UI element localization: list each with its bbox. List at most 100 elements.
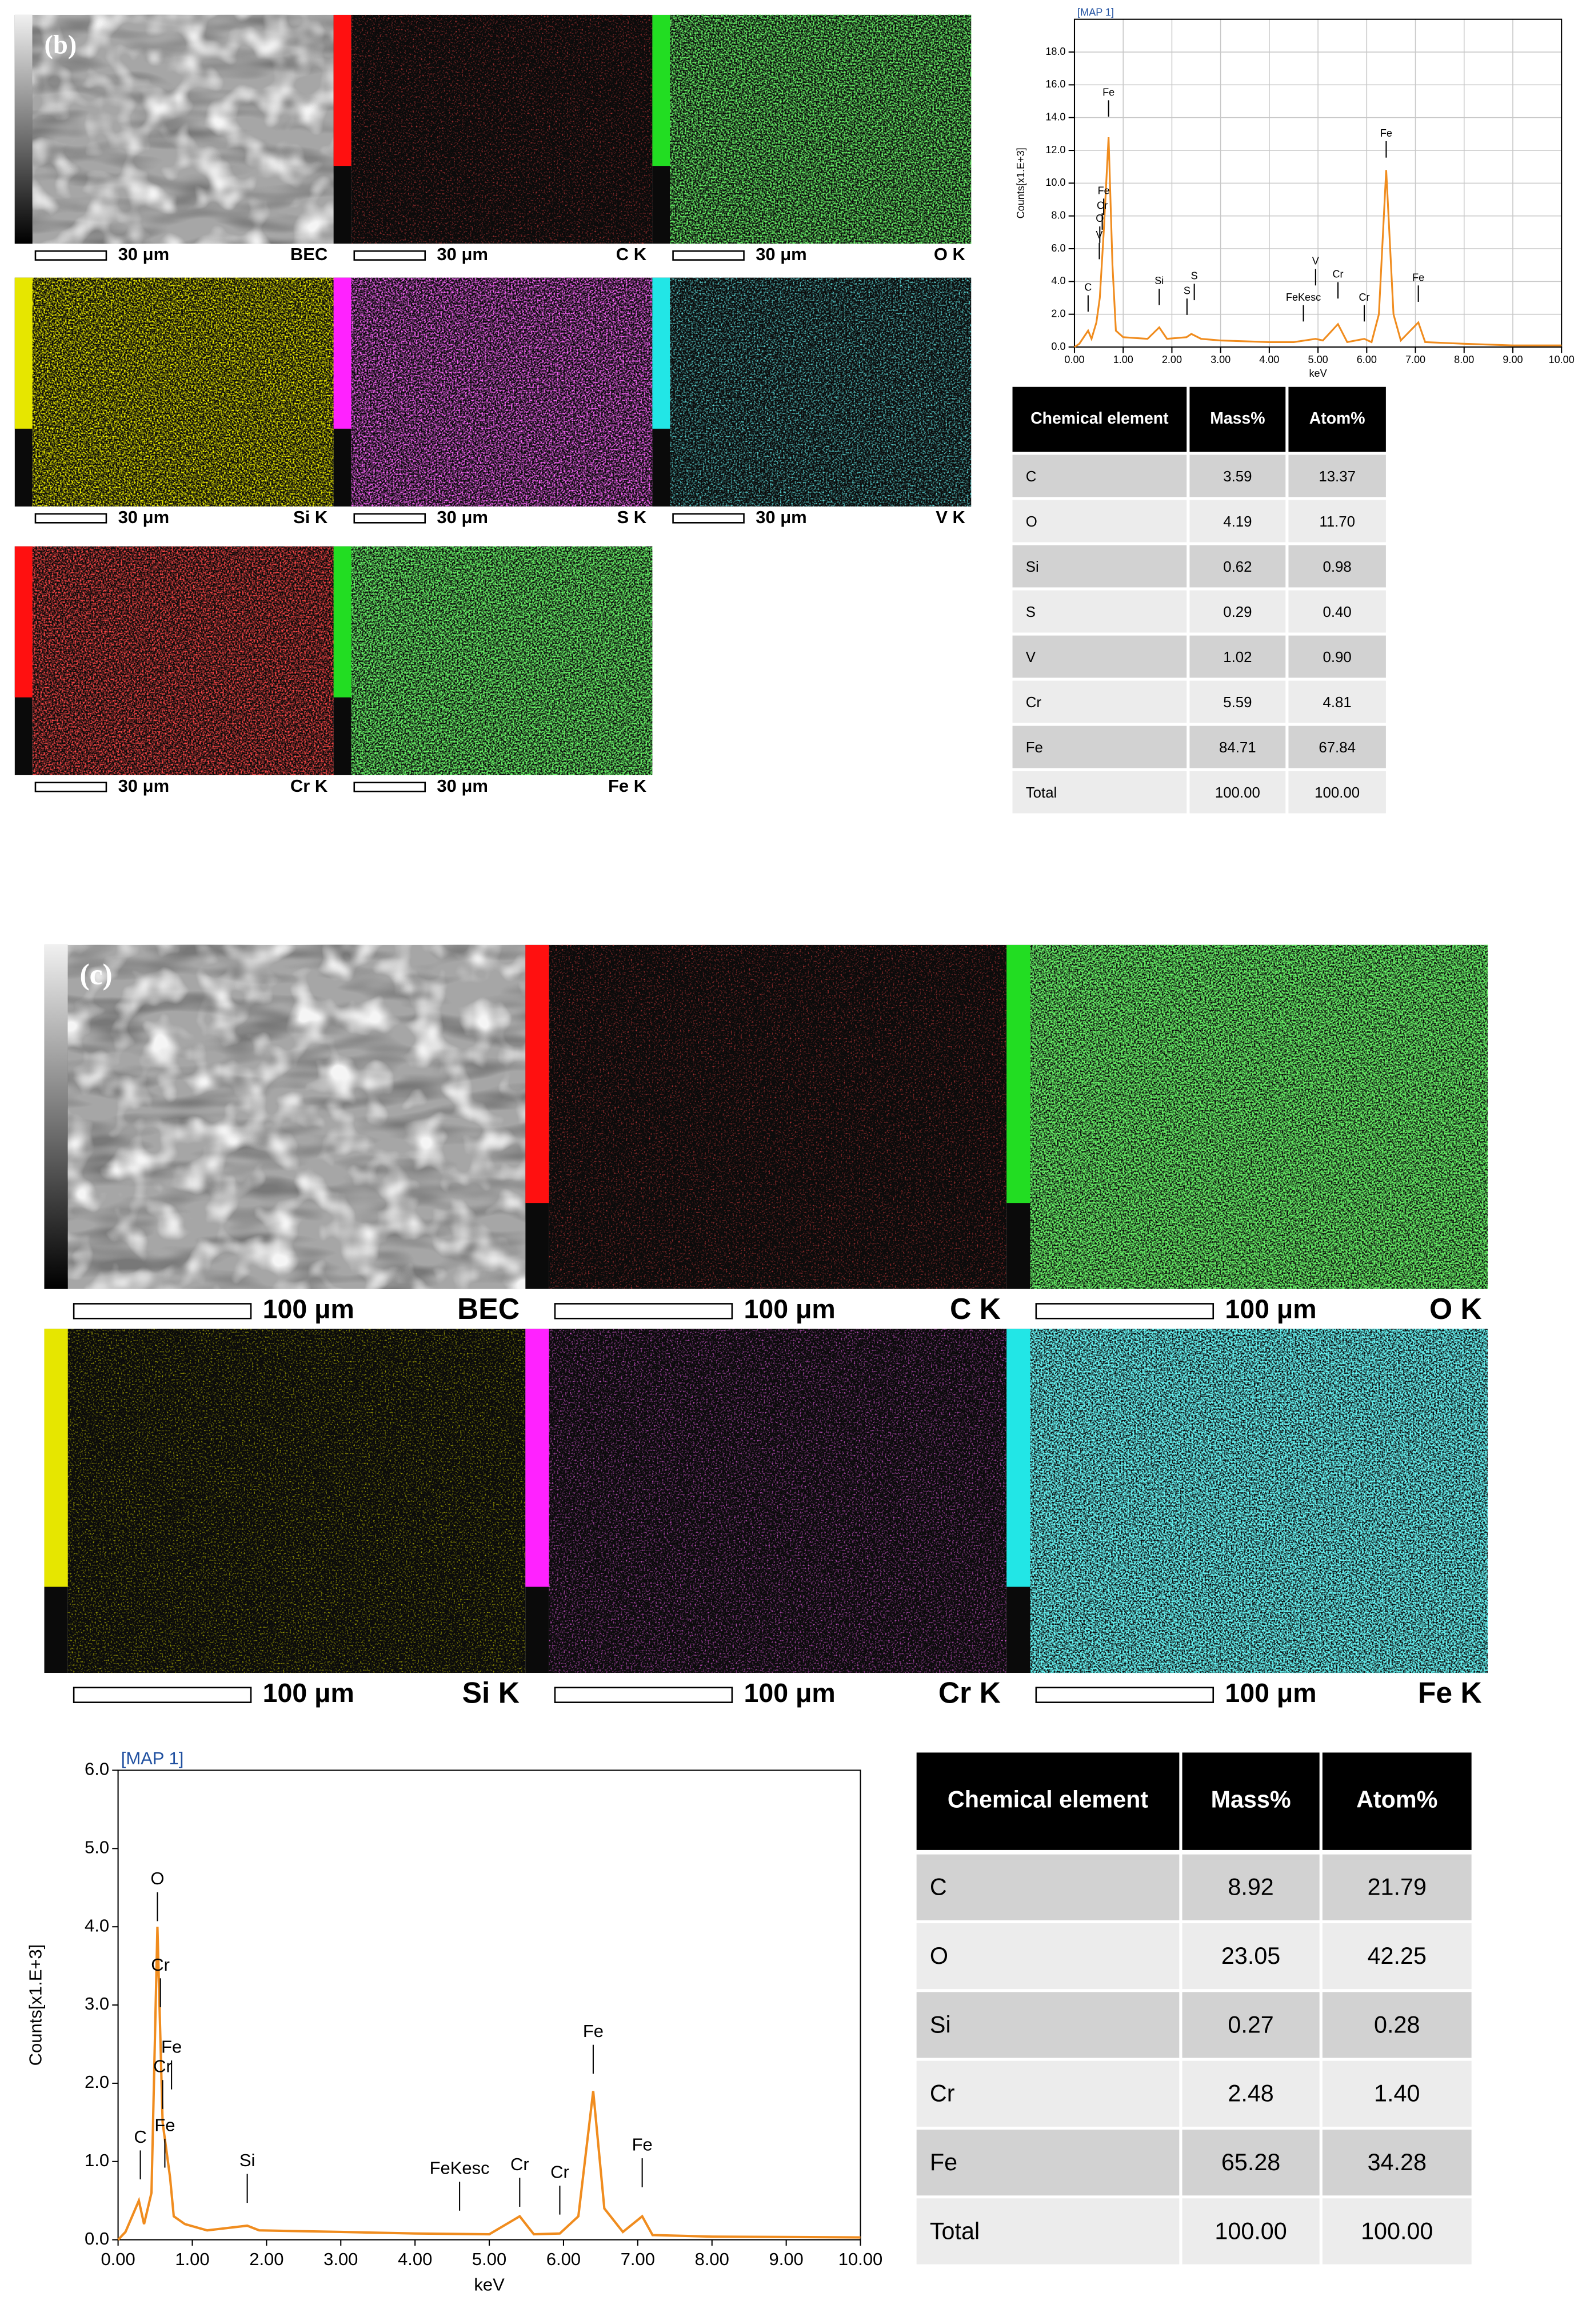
cell-text: 13.37 bbox=[1319, 469, 1356, 485]
chart-title: [MAP 1] bbox=[121, 1748, 184, 1768]
cell-text: 0.29 bbox=[1223, 604, 1252, 620]
peak-label: S bbox=[1184, 285, 1190, 296]
y-tick-label: 4.0 bbox=[85, 1915, 109, 1935]
map-tile: 30 μm O K bbox=[652, 14, 972, 264]
element-label: Si K bbox=[462, 1676, 520, 1709]
header-text: Atom% bbox=[1309, 409, 1365, 428]
cell-text: 11.70 bbox=[1319, 514, 1355, 530]
map-tile: 30 μm Cr K bbox=[14, 546, 334, 796]
element-label: V K bbox=[936, 507, 965, 527]
spectrum-line bbox=[117, 1927, 861, 2241]
cell-text: 100.00 bbox=[1215, 785, 1260, 801]
table-cell bbox=[1012, 635, 1187, 678]
scale-label: 30 μm bbox=[118, 507, 170, 527]
color-bar bbox=[14, 546, 33, 697]
scale-label: 30 μm bbox=[437, 244, 488, 264]
cell-text: Si bbox=[1026, 559, 1039, 575]
x-tick-label: 0.00 bbox=[1064, 354, 1084, 365]
map-dots bbox=[351, 277, 653, 507]
element-label: S K bbox=[617, 507, 646, 527]
peak-label: Cr bbox=[510, 2154, 529, 2174]
peak-label: Fe bbox=[632, 2135, 653, 2155]
map-tile: 100 μm Si K bbox=[44, 1329, 526, 1709]
map-tile: 100 μm C K bbox=[525, 944, 1007, 1325]
element-label: C K bbox=[616, 244, 647, 264]
y-tick-label: 10.0 bbox=[1045, 177, 1065, 188]
x-tick-label: 6.00 bbox=[546, 2249, 581, 2269]
color-bar bbox=[333, 14, 351, 166]
header-cell bbox=[1182, 1752, 1320, 1850]
x-tick-label: 6.00 bbox=[1357, 354, 1377, 365]
y-axis-label: Counts[x1.E+3] bbox=[1015, 148, 1026, 218]
cell-text: 100.00 bbox=[1315, 785, 1360, 801]
peak-label: C bbox=[1084, 282, 1092, 293]
element-label: Fe K bbox=[1418, 1676, 1482, 1709]
x-axis-label: keV bbox=[1309, 368, 1327, 379]
header-text: Atom% bbox=[1356, 1787, 1437, 1813]
spectrum-line bbox=[1074, 137, 1562, 348]
peak-label: Cr bbox=[1359, 292, 1370, 303]
cell-text: V bbox=[1026, 649, 1036, 665]
peak-label: Si bbox=[1154, 275, 1164, 286]
table-cell bbox=[916, 2198, 1180, 2265]
x-tick-label: 7.00 bbox=[621, 2249, 655, 2269]
panel-label: (c) bbox=[79, 959, 112, 991]
color-bar bbox=[525, 944, 549, 1203]
y-tick-label: 18.0 bbox=[1045, 46, 1065, 57]
table-cell bbox=[1189, 635, 1286, 678]
element-label: BEC bbox=[290, 244, 327, 264]
map-dots bbox=[351, 14, 653, 244]
peak-label: Fe bbox=[583, 2021, 604, 2041]
map-dots bbox=[670, 14, 972, 244]
plot-frame bbox=[117, 1769, 861, 2241]
cell-text: C bbox=[1026, 469, 1037, 485]
cell-text: 0.98 bbox=[1323, 559, 1352, 575]
cell-text: 65.28 bbox=[1221, 2149, 1280, 2175]
color-bar bbox=[44, 1329, 68, 1587]
chart-title: [MAP 1] bbox=[1077, 7, 1114, 18]
scale-bar bbox=[672, 513, 745, 524]
scale-bar bbox=[353, 250, 426, 261]
peak-label: Cr bbox=[550, 2162, 569, 2182]
y-tick-label: 8.0 bbox=[1051, 209, 1065, 221]
x-tick-label: 9.00 bbox=[769, 2249, 804, 2269]
map-tile: 30 μm Si K bbox=[14, 277, 334, 527]
header-cell bbox=[1189, 386, 1286, 452]
peak-label: Fe bbox=[1412, 272, 1424, 283]
map-tile: 100 μm O K bbox=[1006, 944, 1488, 1325]
cell-text: 34.28 bbox=[1368, 2149, 1427, 2175]
x-tick-label: 3.00 bbox=[323, 2249, 358, 2269]
table-cell bbox=[1182, 2198, 1320, 2265]
element-label: BEC bbox=[457, 1292, 520, 1325]
map-dots bbox=[549, 944, 1007, 1289]
header-text: Chemical element bbox=[1030, 409, 1169, 428]
table-cell bbox=[1288, 500, 1386, 543]
scale-bar bbox=[73, 1303, 252, 1320]
map-dots bbox=[549, 1329, 1007, 1673]
color-bar bbox=[14, 277, 33, 429]
table-cell bbox=[1189, 455, 1286, 497]
x-tick-label: 3.00 bbox=[1211, 354, 1231, 365]
cell-text: 0.27 bbox=[1228, 2011, 1273, 2038]
cell-text: 0.62 bbox=[1223, 559, 1252, 575]
y-tick-label: 5.0 bbox=[85, 1837, 109, 1857]
scale-label: 100 μm bbox=[263, 1294, 354, 1324]
element-label: Cr K bbox=[938, 1676, 1001, 1709]
table-cell bbox=[916, 2060, 1180, 2127]
table-cell bbox=[1189, 500, 1286, 543]
scale-label: 100 μm bbox=[1225, 1294, 1316, 1324]
table-cell bbox=[1189, 590, 1286, 633]
cell-text: 100.00 bbox=[1215, 2218, 1287, 2244]
color-bar bbox=[333, 546, 351, 697]
table-cell bbox=[1012, 725, 1187, 768]
map-tile: 30 μm S K bbox=[333, 277, 653, 527]
table-cell bbox=[1322, 1923, 1472, 1990]
cell-text: 4.81 bbox=[1323, 695, 1352, 711]
table-cell bbox=[1322, 1992, 1472, 2058]
scale-label: 100 μm bbox=[744, 1678, 836, 1708]
table-cell bbox=[1012, 590, 1187, 633]
cell-text: 8.92 bbox=[1228, 1874, 1273, 1900]
x-tick-label: 4.00 bbox=[398, 2249, 432, 2269]
cell-text: 0.90 bbox=[1323, 649, 1352, 665]
